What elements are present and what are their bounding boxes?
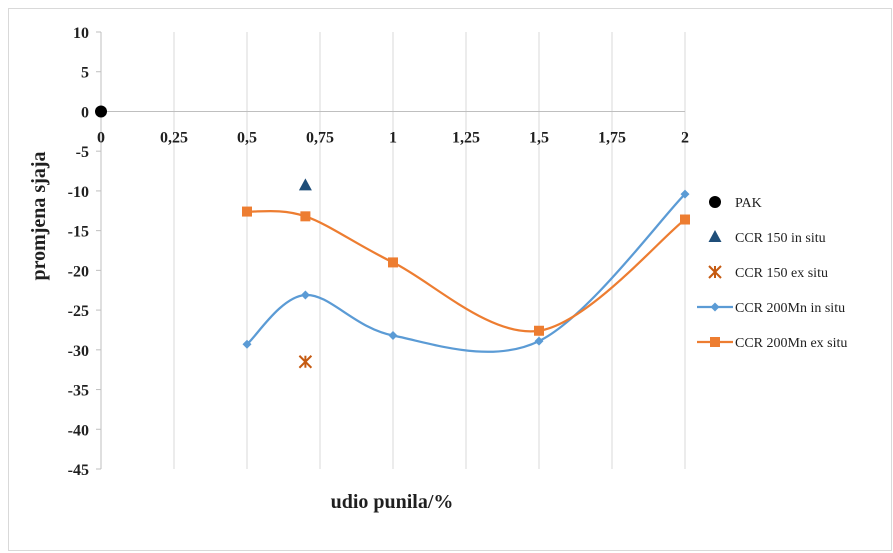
y-axis-title: promjena sjaja — [28, 151, 50, 280]
data-point-ccr-200mn-in-situ — [242, 339, 252, 349]
legend-item-ccr-200mn-ex-situ: CCR 200Mn ex situ — [697, 336, 847, 351]
legend-label: CCR 200Mn in situ — [735, 301, 845, 316]
x-tick-label: 2 — [681, 129, 689, 146]
y-tick-label: -5 — [76, 144, 89, 161]
x-tick-label: 1,25 — [452, 129, 480, 146]
chart-frame: 10 5 0 -5 -10 -15 -20 -25 -30 -35 -40 -45 0 0,25 0,5 0,… — [8, 8, 892, 551]
y-tick-label: 10 — [73, 25, 89, 42]
series-ccr-200mn-in-situ — [242, 189, 690, 353]
series-line-ccr-200mn-in-situ — [246, 193, 686, 353]
data-point-ccr-200mn-in-situ — [680, 189, 690, 199]
x-tick-label: 0,5 — [237, 129, 257, 146]
series-ccr-150-ex-situ — [298, 355, 313, 369]
y-tick-label: 5 — [81, 65, 89, 82]
y-tick-label: -10 — [68, 184, 89, 201]
y-tick-label: -45 — [68, 462, 89, 479]
x-axis-title: udio punila/% — [331, 491, 454, 513]
x-tick-label: 1,5 — [529, 129, 549, 146]
legend-marker — [708, 230, 722, 242]
legend: PAK CCR 150 in situ CCR 150 ex situ CCR 200… — [697, 196, 847, 351]
data-point-ccr-200mn-in-situ — [534, 336, 544, 346]
y-tick-label: -35 — [68, 383, 89, 400]
tick-labels: 10 5 0 -5 -10 -15 -20 -25 -30 -35 -40 -45 0 0,25 0,5 0,… — [68, 25, 689, 479]
y-tick-label: 0 — [81, 104, 89, 121]
legend-marker — [708, 265, 722, 279]
x-tick-label: 0,75 — [306, 129, 334, 146]
data-point-ccr-200mn-ex-situ — [300, 211, 311, 222]
data-point-ccr-200mn-in-situ — [388, 331, 398, 341]
x-tick-label: 0 — [97, 129, 105, 146]
y-tick-label: -25 — [68, 303, 89, 320]
data-point-pak — [95, 105, 107, 118]
series-ccr-150-in-situ — [298, 178, 312, 191]
legend-marker — [709, 196, 721, 208]
data-point-ccr-200mn-ex-situ — [680, 214, 690, 225]
axes — [96, 31, 685, 470]
x-tick-label: 0,25 — [160, 129, 188, 146]
legend-marker — [710, 337, 720, 347]
y-tick-label: -15 — [68, 224, 89, 241]
series-pak — [95, 105, 107, 118]
data-series — [95, 105, 690, 369]
legend-label: PAK — [735, 196, 762, 211]
x-tick-label: 1,75 — [598, 129, 626, 146]
data-point-ccr-200mn-in-situ — [300, 290, 310, 300]
y-tick-label: -40 — [68, 422, 89, 439]
x-tick-label: 1 — [389, 129, 397, 146]
data-point-ccr-150-in-situ — [298, 178, 312, 191]
legend-item-pak: PAK — [709, 196, 762, 211]
y-tick-label: -30 — [68, 343, 89, 360]
legend-label: CCR 200Mn ex situ — [735, 336, 847, 351]
y-tick-label: -20 — [68, 263, 89, 280]
legend-label: CCR 150 in situ — [735, 231, 826, 246]
data-point-ccr-200mn-ex-situ — [242, 206, 252, 217]
legend-item-ccr-150-in-situ: CCR 150 in situ — [708, 230, 826, 246]
legend-item-ccr-200mn-in-situ: CCR 200Mn in situ — [697, 301, 845, 316]
data-point-ccr-200mn-ex-situ — [388, 257, 398, 268]
chart-svg: 10 5 0 -5 -10 -15 -20 -25 -30 -35 -40 -45 0 0,25 0,5 0,… — [28, 25, 847, 513]
series-ccr-200mn-ex-situ — [242, 206, 690, 336]
data-point-ccr-150-ex-situ — [298, 355, 313, 369]
legend-label: CCR 150 ex situ — [735, 266, 828, 281]
data-point-ccr-200mn-ex-situ — [534, 325, 544, 336]
legend-item-ccr-150-ex-situ: CCR 150 ex situ — [708, 265, 828, 281]
gridlines — [173, 32, 686, 469]
legend-marker — [710, 302, 720, 312]
